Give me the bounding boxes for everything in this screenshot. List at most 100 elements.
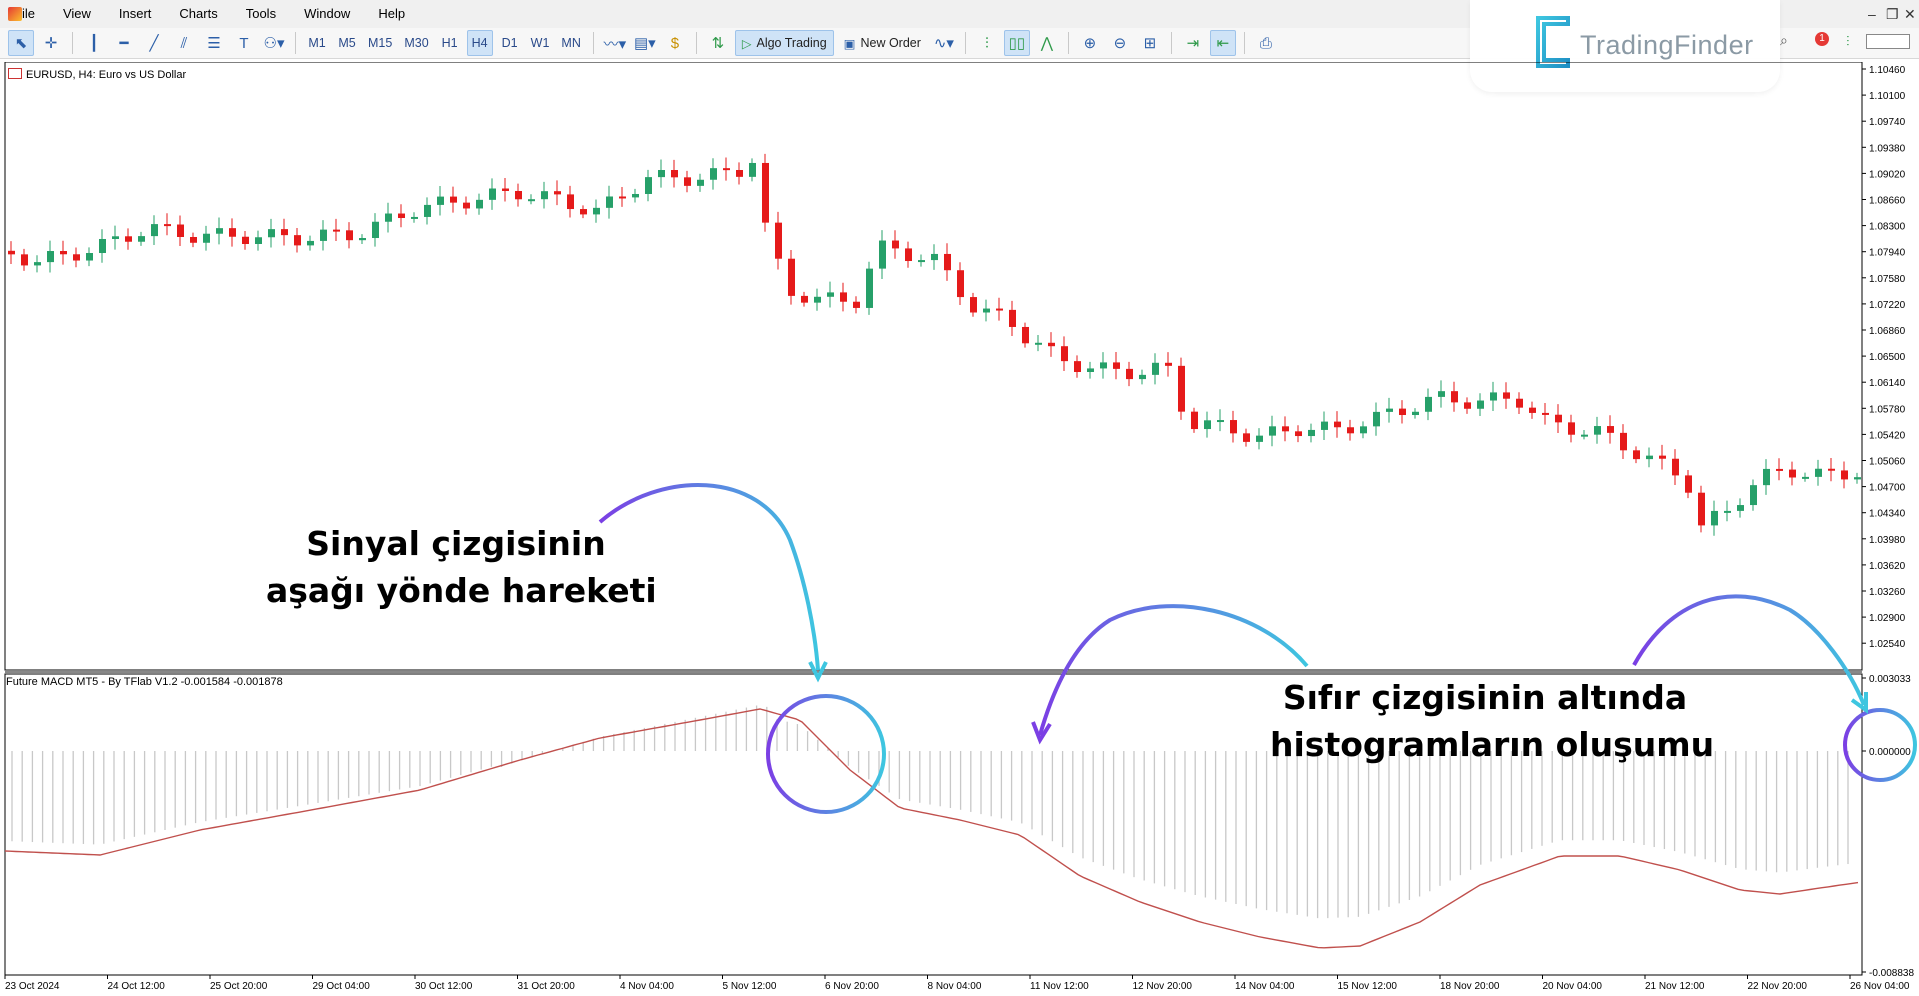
chart-window-icon xyxy=(8,68,22,79)
candle-body xyxy=(1828,468,1835,471)
candle-body xyxy=(229,228,236,237)
candle-body xyxy=(1373,411,1380,427)
timeframe-m1[interactable]: M1 xyxy=(308,36,326,50)
candle-body xyxy=(1633,450,1640,460)
candle-body xyxy=(528,199,535,202)
signal-annotation-line-1: Sinyal çizgisinin xyxy=(306,524,606,563)
candle-body xyxy=(1425,396,1432,412)
restore-icon[interactable]: ❐ xyxy=(1886,6,1899,22)
time-tick-label: 26 Nov 04:00 xyxy=(1850,981,1910,992)
candle-body xyxy=(294,235,301,246)
tradingfinder-logo-icon xyxy=(1536,16,1570,68)
bar-chart-icon[interactable]: ⫶ xyxy=(985,34,989,52)
timeframe-m30[interactable]: M30 xyxy=(404,36,429,50)
timeframe-d1[interactable]: D1 xyxy=(501,36,518,50)
candle-body xyxy=(359,238,366,241)
candle-body xyxy=(1620,432,1627,451)
dollar-icon[interactable]: $ xyxy=(670,34,680,52)
price-tick-label: 1.04340 xyxy=(1869,509,1906,520)
screenshot-icon[interactable]: ⎙ xyxy=(1259,34,1272,52)
candle-body xyxy=(970,297,977,313)
toolbar-separator xyxy=(695,32,697,54)
candle-body xyxy=(1100,362,1107,369)
horizontal-line-icon[interactable]: ━ xyxy=(119,35,129,52)
fibonacci-icon[interactable]: ☰ xyxy=(207,35,221,52)
candle-body xyxy=(905,248,912,262)
notification-badge[interactable]: 1 xyxy=(1815,32,1829,46)
chart-type-icon[interactable]: 〰▾ xyxy=(603,35,627,53)
price-tick-label: 1.07220 xyxy=(1869,300,1906,311)
price-tick-label: 1.09740 xyxy=(1869,117,1906,128)
candle-body xyxy=(1360,426,1367,434)
order-icon: ▣ xyxy=(843,36,856,51)
timeframe-mn[interactable]: MN xyxy=(561,36,581,50)
candle-body xyxy=(645,177,652,194)
candle-body xyxy=(281,229,288,236)
price-tick-label: 1.03980 xyxy=(1869,535,1906,546)
price-tick-label: 1.05780 xyxy=(1869,404,1906,415)
price-chart[interactable]: 1.10460 1.10100 1.09740 1.09380 1.09020 1.086… xyxy=(0,62,1919,996)
zoom-out-icon[interactable]: ⊖ xyxy=(1113,35,1127,52)
shapes-icon[interactable]: ⚇▾ xyxy=(263,35,285,52)
candle-body xyxy=(411,216,418,219)
candle-body xyxy=(1139,374,1146,380)
search-icon[interactable]: ⌕ xyxy=(1780,32,1788,48)
price-tick-label: 1.05060 xyxy=(1869,457,1906,468)
timeframe-m5[interactable]: M5 xyxy=(338,36,356,50)
candle-body xyxy=(931,253,938,261)
menu-insert[interactable]: Insert xyxy=(118,6,152,21)
candle-body xyxy=(346,230,353,241)
toolbar-separator xyxy=(295,32,296,54)
menu-window[interactable]: Window xyxy=(304,6,351,21)
price-tick-label: 1.03620 xyxy=(1869,561,1906,572)
candle-body xyxy=(1503,392,1510,399)
candle-body xyxy=(1464,402,1471,409)
candle-body xyxy=(1334,421,1341,428)
candle-body xyxy=(1685,475,1692,493)
candle-body xyxy=(1451,391,1458,403)
trendline-icon[interactable]: ╱ xyxy=(149,35,159,52)
minimize-icon[interactable]: – xyxy=(1868,6,1876,22)
candle-body xyxy=(1126,368,1133,380)
menu-tools[interactable]: Tools xyxy=(245,6,277,21)
menu-view[interactable]: View xyxy=(62,6,91,21)
timeframe-w1[interactable]: W1 xyxy=(530,36,550,50)
line-chart-icon[interactable]: ⋀ xyxy=(1040,35,1054,52)
candle-body xyxy=(1308,429,1315,437)
candle-body xyxy=(1217,420,1224,423)
candle-body xyxy=(502,188,509,191)
candle-body xyxy=(398,213,405,219)
candle-body xyxy=(1581,434,1588,437)
candlestick-icon[interactable]: ▯▯ xyxy=(1003,30,1030,56)
indicator-frame xyxy=(4,673,1863,976)
candle-body xyxy=(1516,398,1523,408)
channel-icon[interactable]: ⫽ xyxy=(180,34,188,52)
candle-body xyxy=(723,168,730,171)
new-order-button[interactable]: ▣ New Order xyxy=(838,30,927,56)
templates-icon[interactable]: ▤▾ xyxy=(634,35,656,52)
timeframe-m15[interactable]: M15 xyxy=(368,36,393,50)
menu-help[interactable]: Help xyxy=(378,6,406,21)
cursor-icon[interactable]: ⬉ xyxy=(8,30,34,56)
close-icon[interactable]: ✕ xyxy=(1904,6,1916,22)
text-icon[interactable]: T xyxy=(239,34,249,52)
vertical-line-icon[interactable]: ┃ xyxy=(89,35,99,52)
price-tick-label: 1.07580 xyxy=(1869,274,1906,285)
algo-trading-button[interactable]: ▷ Algo Trading xyxy=(734,30,834,56)
signals-icon[interactable]: ⇅ xyxy=(711,35,725,52)
candle-body xyxy=(164,224,171,227)
timeframe-h4[interactable]: H4 xyxy=(466,30,493,56)
candle-body xyxy=(320,229,327,241)
grid-icon[interactable]: ⊞ xyxy=(1143,35,1157,52)
indicators-icon[interactable]: ∿▾ xyxy=(933,35,954,52)
timeframe-h1[interactable]: H1 xyxy=(441,36,458,50)
candle-body xyxy=(1815,468,1822,477)
candle-body xyxy=(567,194,574,210)
crosshair-icon[interactable]: ✛ xyxy=(44,35,58,52)
menu-charts[interactable]: Charts xyxy=(179,6,218,21)
zoom-in-icon[interactable]: ⊕ xyxy=(1083,35,1097,52)
candle-body xyxy=(1789,469,1796,478)
autoscroll-icon[interactable]: ⇥ xyxy=(1186,35,1200,52)
chart-shift-icon[interactable]: ⇤ xyxy=(1209,30,1236,56)
candle-body xyxy=(1568,422,1575,435)
